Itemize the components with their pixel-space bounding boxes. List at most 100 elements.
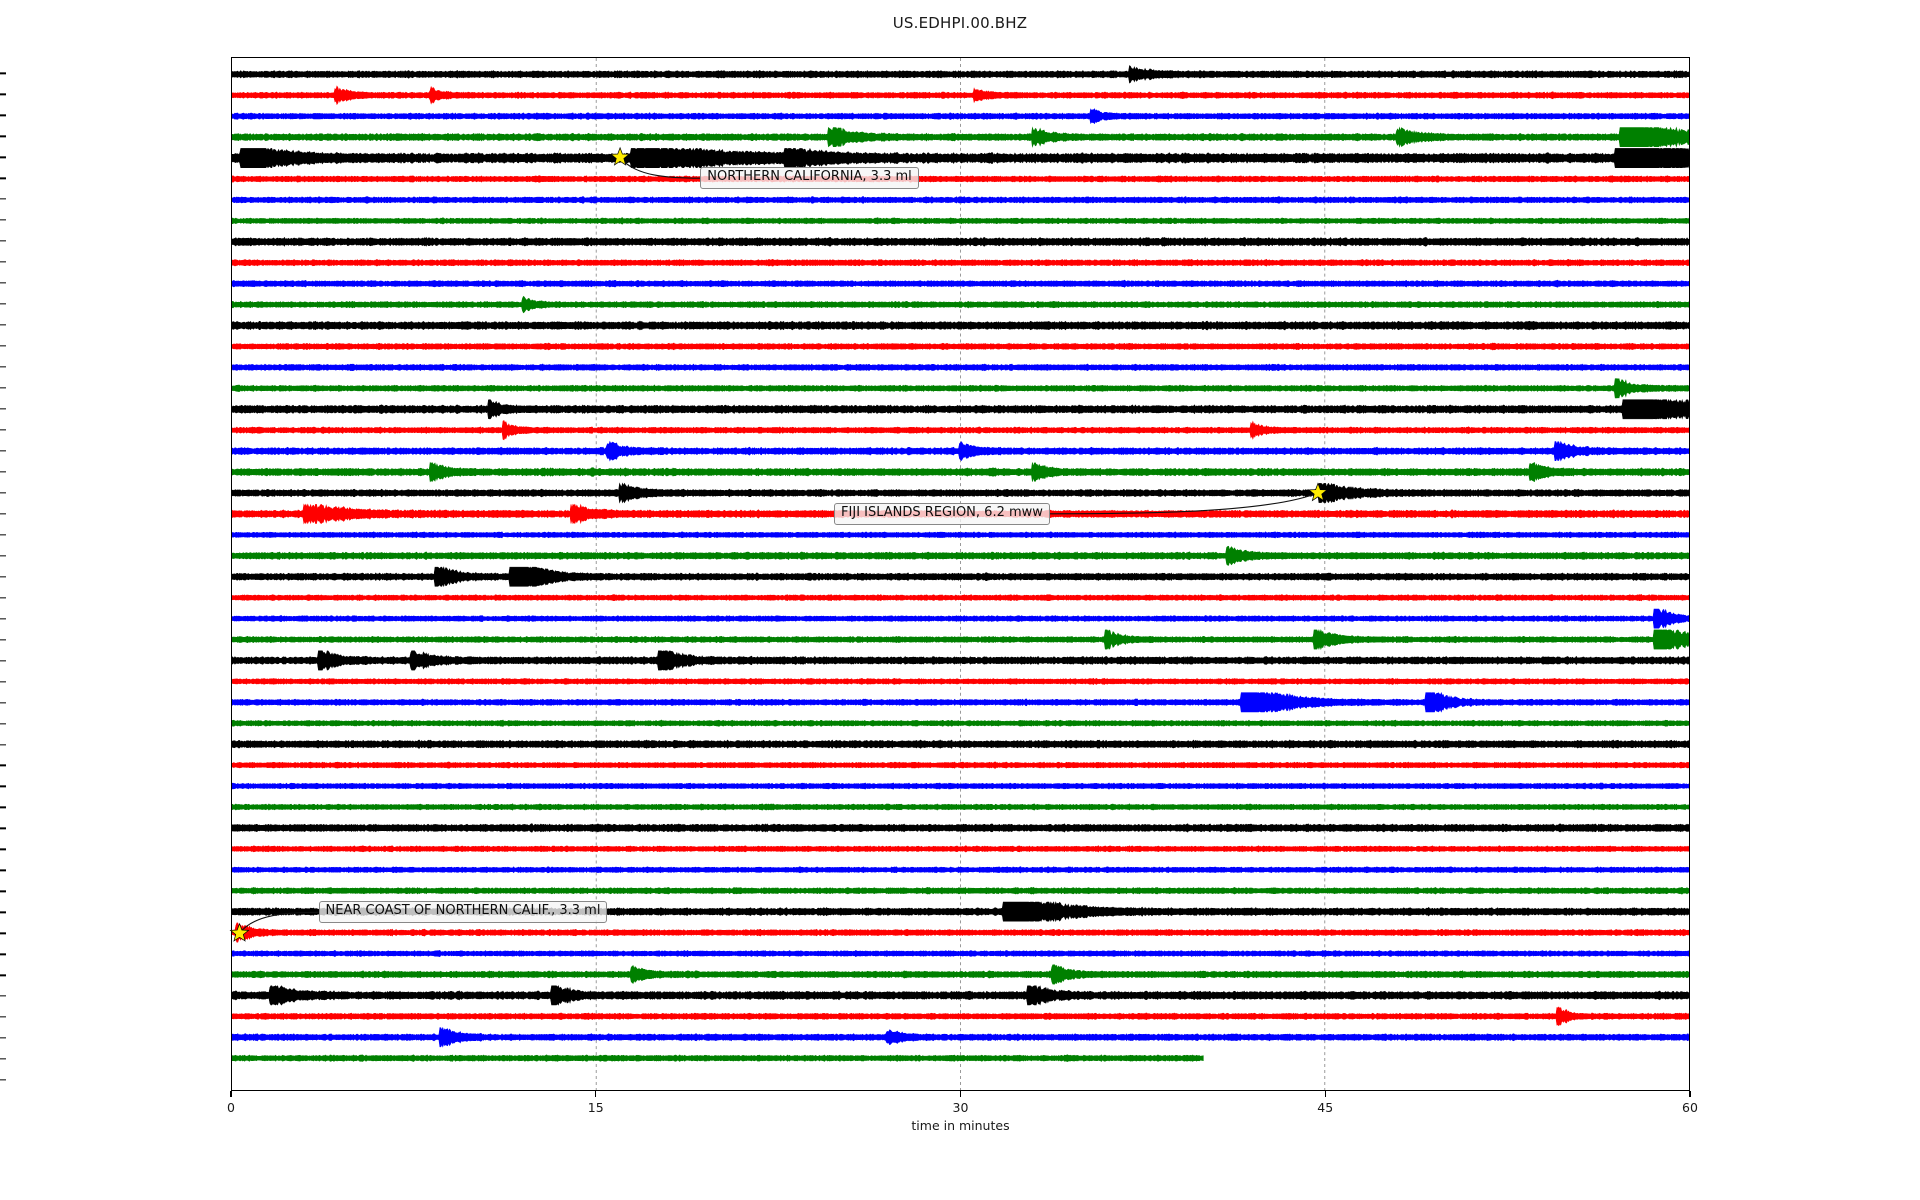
y-tick-mark (0, 659, 6, 662)
trace-0 (232, 65, 1689, 84)
trace-24 (232, 566, 1689, 588)
y-tick-mark (0, 261, 6, 263)
y-tick-mark (0, 534, 6, 536)
x-tick-label: 0 (227, 1100, 235, 1115)
y-tick-mark (0, 806, 6, 809)
y-tick-mark (0, 93, 6, 95)
y-tick-mark (0, 303, 6, 305)
y-tick-mark (0, 638, 6, 641)
y-tick-mark (0, 1058, 6, 1060)
x-tick-label: 15 (587, 1100, 604, 1115)
x-tick-mark (595, 1091, 597, 1097)
y-tick-mark (0, 387, 6, 389)
page-title: US.EDHPI.00.BHZ (892, 14, 1028, 32)
y-tick-mark (0, 240, 6, 242)
trace-2 (232, 108, 1689, 125)
y-tick-mark (0, 911, 6, 913)
y-tick-mark (0, 1016, 6, 1018)
trace-40 (232, 901, 1689, 923)
trace-1 (232, 85, 1689, 106)
y-tick-mark (0, 450, 6, 452)
trace-41 (232, 922, 1689, 943)
y-tick-mark (0, 722, 6, 725)
y-tick-mark (0, 974, 6, 976)
trace-10 (232, 279, 1689, 288)
y-tick-mark (0, 366, 6, 368)
trace-28 (232, 650, 1689, 671)
trace-31 (232, 719, 1689, 727)
trace-23 (232, 545, 1689, 566)
trace-13 (232, 342, 1689, 351)
y-tick-mark (0, 429, 6, 431)
trace-44 (232, 985, 1689, 1006)
y-tick-mark (0, 492, 6, 494)
x-tick-label: 45 (1317, 1100, 1334, 1115)
y-tick-mark (0, 471, 6, 473)
trace-34 (232, 782, 1689, 790)
y-tick-mark (0, 219, 6, 221)
annotation-label-northern-california: NORTHERN CALIFORNIA, 3.3 ml (700, 167, 919, 190)
x-tick-mark (1324, 1091, 1326, 1097)
y-tick-mark (0, 743, 6, 746)
trace-22 (232, 531, 1689, 539)
trace-15 (232, 378, 1689, 399)
x-tick-label: 30 (952, 1100, 969, 1115)
trace-33 (232, 761, 1689, 769)
y-tick-mark (0, 324, 6, 326)
y-tick-mark (0, 408, 6, 410)
trace-7 (232, 217, 1689, 225)
x-axis-title: time in minutes (911, 1118, 1010, 1133)
trace-46 (232, 1026, 1689, 1048)
trace-16 (232, 398, 1689, 420)
trace-19 (232, 461, 1689, 483)
trace-3 (232, 126, 1689, 148)
trace-9 (232, 258, 1689, 267)
plot-area (231, 57, 1690, 1091)
y-tick-mark (0, 953, 6, 955)
seismic-traces (232, 65, 1689, 1062)
y-tick-mark (0, 282, 6, 284)
x-tick-mark (230, 1091, 232, 1097)
trace-25 (232, 594, 1689, 602)
y-tick-mark (0, 932, 6, 934)
trace-36 (232, 823, 1689, 833)
y-tick-mark (0, 72, 6, 75)
trace-20 (232, 482, 1689, 504)
y-tick-mark (0, 177, 6, 179)
trace-47 (232, 1054, 1204, 1062)
y-tick-mark (0, 1079, 6, 1081)
trace-38 (232, 866, 1689, 874)
x-tick-mark (1689, 1091, 1691, 1097)
annotation-label-near-coast-of-northern-calif: NEAR COAST OF NORTHERN CALIF., 3.3 ml (318, 901, 608, 924)
trace-14 (232, 363, 1689, 372)
trace-29 (232, 677, 1689, 685)
trace-12 (232, 320, 1689, 331)
trace-32 (232, 739, 1689, 749)
y-tick-mark (0, 198, 6, 200)
trace-17 (232, 420, 1689, 441)
x-tick-mark (959, 1091, 962, 1097)
trace-5 (232, 175, 1689, 183)
x-axis-tick-labels: 0 15 30 45 60 (227, 1091, 1698, 1131)
y-tick-mark (0, 869, 6, 871)
trace-39 (232, 886, 1689, 895)
trace-26 (232, 608, 1689, 629)
y-tick-mark (0, 618, 6, 620)
y-tick-mark (0, 785, 6, 788)
y-tick-mark (0, 995, 6, 997)
y-tick-mark (0, 1037, 6, 1039)
y-tick-mark (0, 764, 6, 767)
trace-42 (232, 949, 1689, 958)
y-tick-mark (0, 827, 6, 830)
y-tick-mark (0, 576, 6, 578)
trace-27 (232, 629, 1689, 650)
y-tick-mark (0, 513, 6, 515)
y-tick-mark (0, 135, 6, 137)
trace-18 (232, 440, 1689, 462)
trace-6 (232, 196, 1689, 204)
y-tick-mark (0, 114, 6, 116)
trace-37 (232, 845, 1689, 853)
y-tick-mark (0, 555, 6, 557)
y-tick-mark (0, 890, 6, 892)
